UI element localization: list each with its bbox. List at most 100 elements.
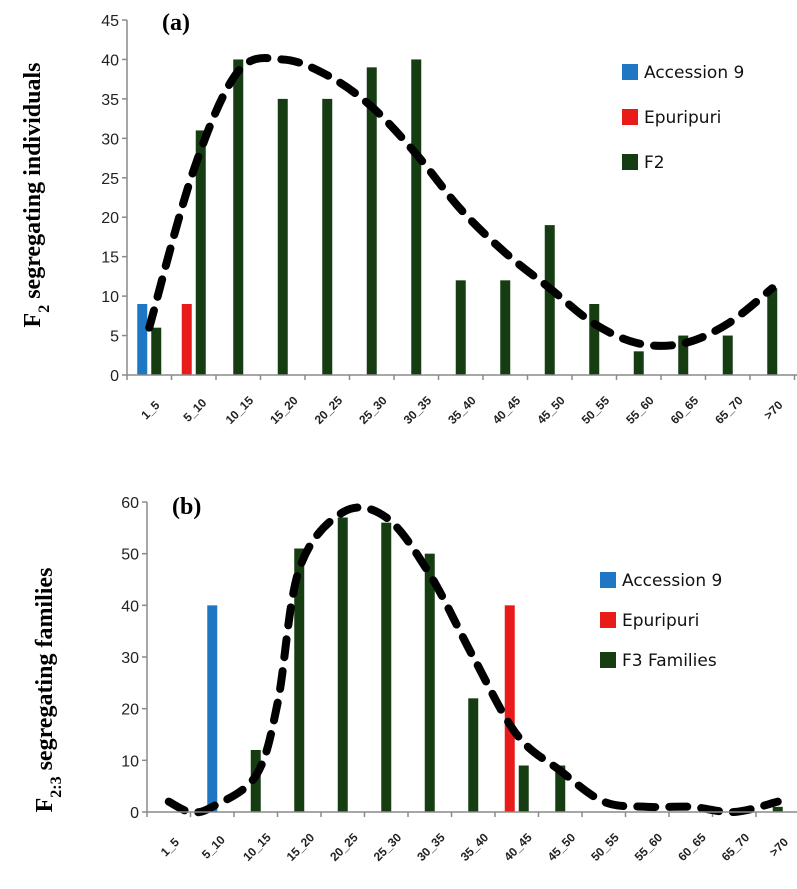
legend-b: Accession 9 Epuripuri F3 Families: [600, 571, 722, 671]
y-tick-label-a: 15: [101, 250, 119, 267]
bar-a: [767, 288, 778, 375]
bar-a: [366, 67, 377, 375]
x-tick-label-a: 1_5: [138, 398, 162, 422]
bar-b: [207, 605, 218, 812]
x-tick-label-a: 40_45: [490, 393, 524, 427]
x-tick-label-b: 50_55: [588, 830, 622, 864]
x-tick-label-b: 5_10: [199, 833, 228, 862]
x-tick-label-a: 50_55: [579, 393, 613, 427]
y-tick-label-a: 25: [101, 171, 119, 188]
bar-b: [504, 605, 515, 812]
y-axis-title-main-b: F: [32, 798, 58, 813]
bar-b: [772, 806, 783, 812]
bar-b: [424, 553, 435, 812]
x-tick-label-b: 20_25: [327, 830, 361, 864]
bar-a: [233, 59, 244, 375]
y-axis-title-main-a: F: [20, 313, 46, 328]
bars-a: [137, 59, 778, 375]
x-tick-label-a: 10_15: [223, 393, 257, 427]
trend-curve-b: [164, 503, 782, 817]
legend-label-a: F2: [644, 153, 665, 173]
bar-a: [411, 59, 422, 375]
y-tick-label-b: 20: [121, 702, 139, 719]
y-tick-label-a: 20: [101, 210, 119, 227]
bar-a: [500, 280, 511, 375]
x-tick-labels-a: 1_5 5_10 10_15 15_20 20_25 25_30 30_35 35_40 40_…: [126, 375, 796, 427]
x-tick-label-b: 30_35: [414, 830, 448, 864]
legend-swatch-b: [600, 652, 616, 668]
legend-swatch-b: [600, 572, 616, 588]
bar-a: [722, 335, 733, 375]
bar-b: [294, 548, 305, 812]
x-tick-label-a: 55_60: [623, 393, 657, 427]
legend-label-b: Accession 9: [622, 571, 722, 591]
x-tick-label-a: 25_30: [356, 393, 390, 427]
bar-a: [544, 225, 555, 375]
y-ticks-a: 0 5 10 15 20 25 30 35 40 45: [101, 13, 127, 385]
x-tick-label-a: 35_40: [445, 393, 479, 427]
y-tick-label-b: 0: [130, 805, 139, 822]
chart-panel-a: F2 segregating individuals (a) 0 5 10 15 20 2…: [20, 10, 797, 427]
legend-label-a: Accession 9: [644, 63, 744, 83]
x-tick-labels-b: 1_5 5_10 10_15 15_20 20_25 25_30 30_35 35_40 40_…: [146, 812, 792, 864]
bar-a: [678, 335, 689, 375]
y-tick-label-a: 10: [101, 289, 119, 306]
x-tick-label-a: 60_65: [668, 393, 702, 427]
bar-b: [468, 698, 479, 812]
y-axis-title-a: F2 segregating individuals: [20, 63, 53, 328]
legend-swatch-a: [622, 154, 638, 170]
bar-a: [277, 98, 288, 375]
bar-b: [518, 765, 529, 812]
x-tick-label-b: 25_30: [371, 830, 405, 864]
bar-a: [633, 351, 644, 375]
x-tick-label-a: 15_20: [267, 393, 301, 427]
y-tick-label-a: 45: [101, 13, 119, 30]
trend-line-a: [145, 54, 777, 350]
bar-a: [322, 98, 333, 375]
y-axis-title-rest-b: segregating families: [32, 568, 58, 777]
x-tick-label-b: 65_70: [719, 830, 753, 864]
x-tick-label-a: 20_25: [312, 393, 346, 427]
x-tick-label-a: 45_50: [534, 393, 568, 427]
x-tick-label-a: >70: [761, 398, 786, 423]
y-tick-label-a: 5: [110, 329, 119, 346]
y-tick-label-b: 10: [121, 753, 139, 770]
trend-curve-a: [145, 54, 777, 350]
panel-label-a: (a): [162, 10, 190, 36]
x-tick-label-b: 35_40: [458, 830, 492, 864]
bar-b: [555, 765, 566, 812]
y-ticks-b: 0 10 20 30 40 50 60: [121, 495, 147, 822]
x-tick-label-b: 1_5: [158, 835, 182, 859]
legend-label-b: F3 Families: [622, 651, 717, 671]
bar-b: [381, 522, 392, 812]
y-axis-title-b: F2:3 segregating families: [32, 568, 65, 813]
legend-swatch-a: [622, 109, 638, 125]
legend-a: Accession 9 Epuripuri F2: [622, 63, 744, 173]
x-tick-label-a: 65_70: [712, 393, 746, 427]
x-tick-label-b: 15_20: [284, 830, 318, 864]
x-tick-label-b: 10_15: [240, 830, 274, 864]
y-axis-title-sub-a: 2: [36, 305, 53, 313]
y-tick-label-b: 60: [121, 495, 139, 512]
legend-swatch-a: [622, 64, 638, 80]
svg-text:F2 segregating individuals: F2 segregating individuals: [20, 63, 53, 328]
svg-text:F2:3 segregating families: F2:3 segregating families: [32, 568, 65, 813]
y-tick-label-a: 30: [101, 131, 119, 148]
bar-a: [195, 130, 206, 375]
x-tick-label-b: 60_65: [675, 830, 709, 864]
y-tick-label-b: 50: [121, 547, 139, 564]
legend-label-a: Epuripuri: [644, 108, 721, 128]
x-tick-label-b: 55_60: [632, 830, 666, 864]
y-tick-label-b: 40: [121, 598, 139, 615]
y-axis-title-rest-a: segregating individuals: [20, 63, 46, 305]
legend-label-b: Epuripuri: [622, 611, 699, 631]
legend-swatch-b: [600, 612, 616, 628]
x-tick-label-b: 40_45: [501, 830, 535, 864]
x-tick-label-b: >70: [767, 835, 792, 860]
y-axis-title-sub-b: 2:3: [48, 776, 65, 797]
y-tick-label-a: 0: [110, 368, 119, 385]
trend-line-b: [164, 503, 782, 817]
chart-panel-b: F2:3 segregating families (b) 0 10 20 30 40 5…: [32, 494, 797, 864]
x-tick-label-a: 30_35: [401, 393, 435, 427]
